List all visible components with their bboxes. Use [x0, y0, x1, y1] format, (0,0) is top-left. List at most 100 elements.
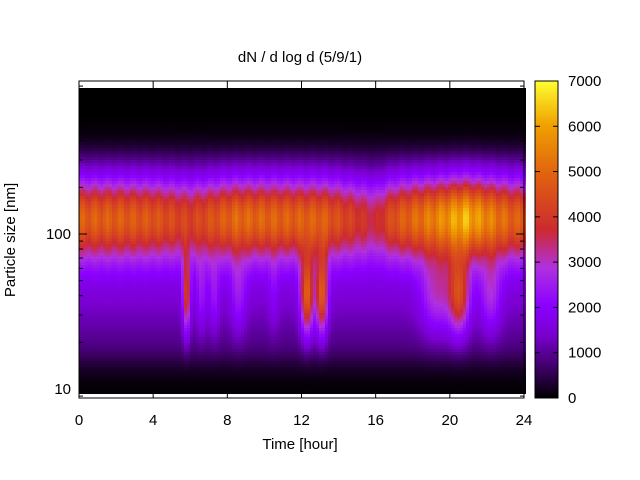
heatmap-cell — [169, 256, 172, 259]
heatmap-cell — [205, 244, 208, 247]
heatmap-cell — [94, 235, 97, 238]
heatmap-cell — [178, 259, 181, 262]
heatmap-cell — [175, 253, 178, 256]
heatmap-cell — [187, 310, 190, 313]
heatmap-cell — [214, 97, 217, 100]
heatmap-cell — [130, 316, 133, 319]
heatmap-cell — [202, 298, 205, 301]
heatmap-cell — [208, 325, 211, 328]
heatmap-cell — [130, 283, 133, 286]
heatmap-cell — [103, 319, 106, 322]
heatmap-cell — [136, 163, 139, 166]
heatmap-cell — [154, 310, 157, 313]
heatmap-cell — [196, 226, 199, 229]
heatmap-cell — [160, 103, 163, 106]
heatmap-cell — [112, 331, 115, 334]
heatmap-cell — [151, 376, 154, 379]
heatmap-cell — [100, 154, 103, 157]
heatmap-cell — [196, 229, 199, 232]
heatmap-cell — [85, 202, 88, 205]
heatmap-cell — [151, 283, 154, 286]
heatmap-cell — [103, 187, 106, 190]
heatmap-cell — [199, 280, 202, 283]
heatmap-cell — [103, 346, 106, 349]
heatmap-cell — [139, 133, 142, 136]
heatmap-cell — [187, 259, 190, 262]
heatmap-cell — [139, 241, 142, 244]
heatmap-cell — [160, 379, 163, 382]
heatmap-cell — [190, 391, 193, 394]
heatmap-cell — [208, 166, 211, 169]
heatmap-cell — [139, 325, 142, 328]
heatmap-cell — [91, 229, 94, 232]
heatmap-cell — [181, 355, 184, 358]
heatmap-cell — [118, 139, 121, 142]
heatmap-cell — [91, 379, 94, 382]
heatmap-cell — [172, 124, 175, 127]
heatmap-cell — [151, 331, 154, 334]
heatmap-cell — [85, 352, 88, 355]
heatmap-cell — [79, 346, 82, 349]
heatmap-cell — [91, 193, 94, 196]
heatmap-cell — [163, 139, 166, 142]
heatmap-cell — [97, 352, 100, 355]
heatmap-cell — [178, 145, 181, 148]
heatmap-cell — [103, 391, 106, 394]
heatmap-cell — [214, 184, 217, 187]
heatmap-cell — [202, 355, 205, 358]
heatmap-cell — [181, 253, 184, 256]
heatmap-cell — [151, 187, 154, 190]
heatmap-cell — [190, 190, 193, 193]
heatmap-cell — [205, 304, 208, 307]
heatmap-cell — [190, 145, 193, 148]
heatmap-cell — [145, 175, 148, 178]
heatmap-cell — [94, 388, 97, 391]
heatmap-cell — [154, 181, 157, 184]
heatmap-cell — [223, 343, 226, 346]
heatmap-cell — [196, 235, 199, 238]
heatmap-cell — [181, 289, 184, 292]
heatmap-cell — [94, 301, 97, 304]
heatmap-cell — [112, 391, 115, 394]
heatmap-cell — [181, 148, 184, 151]
heatmap-cell — [97, 166, 100, 169]
heatmap-cell — [85, 316, 88, 319]
heatmap-cell — [217, 382, 220, 385]
heatmap-cell — [145, 334, 148, 337]
heatmap-cell — [157, 94, 160, 97]
heatmap-cell — [214, 379, 217, 382]
heatmap-cell — [145, 178, 148, 181]
heatmap-cell — [157, 250, 160, 253]
heatmap-cell — [100, 385, 103, 388]
heatmap-cell — [205, 214, 208, 217]
heatmap-cell — [217, 274, 220, 277]
heatmap-cell — [85, 190, 88, 193]
heatmap-cell — [94, 211, 97, 214]
heatmap-cell — [151, 193, 154, 196]
heatmap-cell — [199, 355, 202, 358]
heatmap-cell — [142, 295, 145, 298]
heatmap-cell — [79, 235, 82, 238]
heatmap-cell — [118, 262, 121, 265]
heatmap-cell — [187, 352, 190, 355]
heatmap-cell — [181, 265, 184, 268]
heatmap-cell — [142, 313, 145, 316]
heatmap-cell — [196, 178, 199, 181]
heatmap-cell — [208, 382, 211, 385]
heatmap-cell — [94, 370, 97, 373]
heatmap-cell — [211, 370, 214, 373]
heatmap-cell — [100, 109, 103, 112]
heatmap-cell — [133, 370, 136, 373]
heatmap-cell — [151, 337, 154, 340]
heatmap-cell — [217, 217, 220, 220]
heatmap-cell — [85, 238, 88, 241]
heatmap-cell — [157, 241, 160, 244]
heatmap-cell — [172, 385, 175, 388]
heatmap-cell — [109, 244, 112, 247]
heatmap-cell — [88, 121, 91, 124]
heatmap-cell — [190, 160, 193, 163]
heatmap-cell — [166, 88, 169, 91]
heatmap-cell — [208, 370, 211, 373]
heatmap-cell — [214, 382, 217, 385]
heatmap-cell — [127, 325, 130, 328]
